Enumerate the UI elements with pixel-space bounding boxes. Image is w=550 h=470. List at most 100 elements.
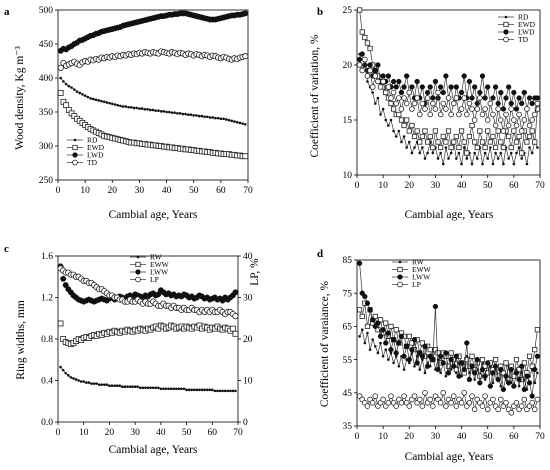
panel-d-lp-point bbox=[437, 399, 444, 406]
panel-b-lwd-point bbox=[458, 89, 465, 96]
panel-c: c Cambial age, Years Ring widths, mm LP,… bbox=[4, 243, 261, 456]
panel-d-lww-point bbox=[451, 363, 457, 369]
panel-a-rd-point bbox=[208, 116, 212, 119]
panel-b-lwd-point bbox=[401, 84, 407, 90]
panel-d-xtick-label: 20 bbox=[405, 432, 415, 442]
panel-d-rw-point bbox=[381, 354, 385, 358]
panel-d-lp-point bbox=[364, 403, 371, 409]
panel-c-rw-point bbox=[102, 383, 106, 386]
panel-b-td-point bbox=[492, 122, 499, 129]
panel-b-rd-point bbox=[494, 151, 497, 155]
panel-c-rw-point bbox=[174, 387, 178, 391]
panel-b-rd-point bbox=[441, 162, 445, 166]
panel-c-eww-point bbox=[229, 325, 236, 332]
panel-c-rw-point bbox=[187, 388, 191, 392]
panel-c-xtick-label: 20 bbox=[105, 428, 115, 438]
panel-b-rd-point bbox=[515, 151, 518, 155]
panel-d-lww-point bbox=[411, 337, 418, 343]
panel-a-ylabel: Wood density, Kg m⁻³ bbox=[14, 46, 26, 150]
panel-b-rd-point bbox=[491, 162, 495, 166]
panel-b-lwd-point bbox=[526, 95, 533, 101]
panel-d-eww-point bbox=[409, 340, 415, 346]
panel-d-lp-point bbox=[430, 403, 436, 409]
panel-b-ewd-point bbox=[529, 128, 535, 134]
panel-c-lww-point bbox=[232, 289, 239, 296]
panel-b-ewd-point bbox=[513, 139, 520, 145]
panel-a-rd-point bbox=[243, 122, 247, 126]
panel-d-xtick-label: 50 bbox=[483, 432, 493, 442]
panel-a-legend-label-td: TD bbox=[87, 158, 98, 167]
panel-b-td-point bbox=[393, 100, 400, 107]
panel-a-rd-point bbox=[238, 121, 242, 125]
panel-c-rw-point bbox=[82, 380, 86, 383]
panel-d-eww-point bbox=[526, 353, 533, 359]
panel-b-td-point bbox=[385, 84, 392, 90]
panel-b-xtick-label: 50 bbox=[483, 181, 493, 191]
panel-b-xtick-label: 10 bbox=[378, 181, 388, 191]
panel-d-rw-point bbox=[371, 338, 374, 341]
panel-b-lwd-point bbox=[396, 78, 402, 85]
panel-d-lp-point bbox=[380, 396, 386, 403]
panel-c-rw-point bbox=[126, 385, 129, 389]
panel-d-eww-point bbox=[445, 363, 452, 369]
panel-b-lwd-point bbox=[393, 84, 399, 90]
panel-d-lww-point bbox=[422, 343, 428, 349]
panel-c-rw-point bbox=[61, 368, 65, 372]
panel-b-td-point bbox=[526, 122, 533, 129]
panel-a-legend-label-ewd: EWD bbox=[87, 143, 105, 152]
panel-c-eww-point bbox=[57, 320, 64, 327]
panel-d-lp-point bbox=[484, 406, 491, 413]
panel-d-lww-point bbox=[469, 363, 475, 369]
panel-c-rw-point bbox=[208, 388, 212, 392]
panel-b-lwd-point bbox=[519, 100, 525, 107]
panel-a-td-point bbox=[242, 53, 249, 60]
panel-b-rd-point bbox=[473, 151, 476, 155]
panel-d-lww-point bbox=[500, 386, 507, 393]
panel-b-td-point bbox=[516, 111, 522, 118]
panel-d-lww-point bbox=[448, 356, 454, 363]
panel-b-ewd-point bbox=[464, 150, 470, 156]
panel-b-xtick-label: 60 bbox=[509, 181, 519, 191]
panel-d-xtick-label: 10 bbox=[378, 432, 388, 442]
panel-c-rw-point bbox=[164, 387, 168, 391]
panel-b-td-point bbox=[437, 111, 444, 118]
panel-d-eww-point bbox=[503, 360, 509, 366]
panel-c-rw-point bbox=[192, 388, 196, 392]
panel-c-rw-point bbox=[182, 387, 186, 391]
panel-b-td-point bbox=[359, 67, 366, 74]
panel-b-ewd-point bbox=[458, 128, 465, 134]
panel-b-ewd-point bbox=[451, 139, 457, 145]
panel-c-xlabel: Cambial age, Years bbox=[109, 444, 198, 456]
panel-a-rd-point bbox=[189, 113, 193, 117]
panel-b-lwd-point bbox=[482, 95, 488, 101]
panel-a-xtick-label: 40 bbox=[162, 186, 172, 196]
panel-a-td-point bbox=[57, 64, 64, 71]
panel-a-lwd-point bbox=[242, 10, 249, 17]
panel-a-ytick-label: 450 bbox=[39, 40, 54, 50]
panel-d-lp-point bbox=[534, 396, 541, 403]
panel-a-rd-point bbox=[110, 102, 114, 106]
panel-d-rw-point bbox=[363, 341, 367, 345]
panel-c-rw-point bbox=[100, 383, 104, 386]
panel-d-lww-point bbox=[385, 330, 392, 336]
panel-c-rw-point bbox=[234, 389, 237, 393]
panel-b-rd-point bbox=[397, 129, 401, 133]
panel-b-rd-point bbox=[384, 118, 388, 122]
panel-b-td-point bbox=[534, 100, 541, 107]
panel-c-legend-label-lp: LP bbox=[150, 275, 159, 284]
panel-d-lww-point bbox=[375, 320, 381, 326]
panel-c-legend-swatch-rw bbox=[136, 255, 140, 259]
panel-b-td-point bbox=[375, 78, 381, 85]
panel-a-rd-point bbox=[132, 106, 136, 110]
panel-b-rd-point bbox=[536, 146, 539, 149]
panel-b-td-point bbox=[380, 78, 386, 85]
panel-d-eww-point bbox=[435, 350, 441, 356]
panel-b-legend-swatch-lwd bbox=[503, 29, 509, 35]
panel-d-rw-point bbox=[389, 351, 393, 355]
panel-c-xtick-label: 10 bbox=[79, 428, 89, 438]
panel-d-xtick-label: 40 bbox=[457, 432, 467, 442]
panel-d-lww-point bbox=[521, 386, 527, 393]
panel-a-xtick-label: 10 bbox=[80, 186, 90, 196]
panel-d-lp-point bbox=[495, 406, 501, 413]
